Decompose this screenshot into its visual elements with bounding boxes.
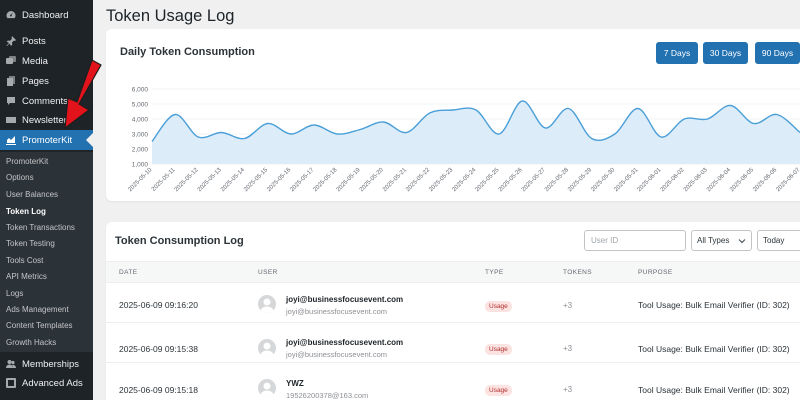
newsletter-icon	[6, 115, 16, 125]
menu-newsletter[interactable]: Newsletter	[0, 110, 93, 130]
menu-label: Newsletter	[22, 114, 67, 126]
pages-icon	[6, 76, 16, 86]
y-tick-label: 6,000	[132, 87, 149, 94]
y-tick-label: 3,000	[132, 132, 149, 139]
x-tick-label: 2025-06-07	[775, 167, 800, 193]
chart-card: Daily Token Consumption 7 Days 30 Days 9…	[106, 29, 800, 201]
column-user: USER	[258, 269, 278, 276]
menu-promoterkit[interactable]: PromoterKit	[0, 130, 93, 150]
menu-memberships[interactable]: Memberships	[0, 354, 93, 374]
row-date: 2025-06-09 09:16:20	[119, 300, 198, 310]
user-name-link[interactable]: joyi@businessfocusevent.com	[286, 338, 404, 347]
series-area	[152, 100, 800, 164]
user-id-input[interactable]	[584, 230, 686, 251]
user-name-link[interactable]: YWZ	[286, 379, 304, 388]
submenu-api-metrics[interactable]: API Metrics	[6, 272, 47, 281]
admin-sidebar: Dashboard Posts Media Pages Comments New…	[0, 0, 93, 400]
range-90-days-button[interactable]: 90 Days	[755, 42, 800, 64]
submenu-logs[interactable]: Logs	[6, 289, 24, 298]
y-tick-label: 2,000	[132, 147, 149, 154]
date-filter-value: Today	[763, 236, 785, 245]
x-tick-label: 2025-05-10	[127, 167, 153, 193]
menu-label: Dashboard	[22, 9, 69, 21]
menu-advanced-ads[interactable]: Advanced Ads	[0, 373, 93, 393]
row-tokens: +3	[563, 344, 573, 353]
chart-title: Daily Token Consumption	[120, 46, 255, 58]
type-badge: Usage	[485, 344, 512, 355]
menu-pages[interactable]: Pages	[0, 71, 93, 91]
table-row: 2025-06-09 09:16:20 joyi@businessfocusev…	[106, 283, 800, 323]
submenu-growth-hacks[interactable]: Growth Hacks	[6, 338, 57, 347]
column-purpose: PURPOSE	[638, 269, 673, 276]
submenu-ads-management[interactable]: Ads Management	[6, 305, 69, 314]
table-row: 2025-06-09 09:15:38 joyi@businessfocusev…	[106, 323, 800, 363]
user-email: 19526200378@163.com	[286, 391, 369, 400]
menu-comments[interactable]: Comments	[0, 91, 93, 111]
column-tokens: TOKENS	[563, 269, 593, 276]
y-tick-label: 4,000	[132, 117, 149, 124]
avatar	[258, 379, 276, 397]
submenu-content-templates[interactable]: Content Templates	[6, 321, 73, 330]
row-tokens: +3	[563, 385, 573, 394]
menu-label: Media	[22, 55, 48, 67]
row-tokens: +3	[563, 301, 573, 310]
row-purpose: Tool Usage: Bulk Email Verifier (ID: 302…	[638, 300, 790, 310]
menu-posts[interactable]: Posts	[0, 31, 93, 51]
type-filter-select[interactable]: All Types	[691, 230, 752, 251]
token-consumption-chart: 1,000 2,000 3,000 4,000 5,000 6,000 2025-05-10…	[127, 87, 800, 193]
user-email: joyi@businessfocusevent.com	[286, 350, 387, 359]
row-date: 2025-06-09 09:15:18	[119, 385, 198, 395]
avatar	[258, 339, 276, 357]
menu-label: Pages	[22, 75, 49, 87]
row-purpose: Tool Usage: Bulk Email Verifier (ID: 302…	[638, 344, 790, 354]
submenu-token-transactions[interactable]: Token Transactions	[6, 223, 75, 232]
row-date: 2025-06-09 09:15:38	[119, 344, 198, 354]
type-filter-value: All Types	[697, 236, 730, 245]
memberships-icon	[6, 359, 16, 369]
menu-dashboard[interactable]: Dashboard	[0, 5, 93, 25]
submenu-options[interactable]: Options	[6, 173, 34, 182]
menu-media[interactable]: Media	[0, 51, 93, 71]
ads-icon	[6, 378, 16, 388]
dashboard-icon	[6, 10, 16, 20]
menu-label: PromoterKit	[22, 134, 73, 146]
table-row: 2025-06-09 09:15:18 YWZ 19526200378@163.…	[106, 363, 800, 400]
submenu-promoterkit[interactable]: PromoterKit	[6, 157, 49, 166]
user-email: joyi@businessfocusevent.com	[286, 307, 387, 316]
menu-label: Comments	[22, 95, 68, 107]
user-name-link[interactable]: joyi@businessfocusevent.com	[286, 295, 404, 304]
comments-icon	[6, 96, 16, 106]
y-tick-label: 5,000	[132, 102, 149, 109]
submenu-token-testing[interactable]: Token Testing	[6, 239, 55, 248]
media-icon	[6, 56, 16, 66]
column-type: TYPE	[485, 269, 504, 276]
type-badge: Usage	[485, 301, 512, 312]
y-tick-label: 1,000	[132, 162, 149, 169]
column-date: DATE	[119, 269, 138, 276]
menu-label: Posts	[22, 35, 46, 47]
log-title: Token Consumption Log	[115, 235, 244, 247]
avatar	[258, 295, 276, 313]
submenu-token-log[interactable]: Token Log	[6, 207, 46, 216]
chevron-down-icon	[738, 239, 746, 244]
table-header: DATE USER TYPE TOKENS PURPOSE	[106, 261, 800, 283]
row-purpose: Tool Usage: Bulk Email Verifier (ID: 302…	[638, 385, 790, 395]
range-30-days-button[interactable]: 30 Days	[703, 42, 748, 64]
submenu-tools-cost[interactable]: Tools Cost	[6, 256, 44, 265]
submenu-user-balances[interactable]: User Balances	[6, 190, 59, 199]
page-title: Token Usage Log	[106, 7, 235, 25]
range-7-days-button[interactable]: 7 Days	[656, 42, 698, 64]
promoterkit-submenu: PromoterKit Options User Balances Token …	[0, 152, 93, 352]
chart-icon	[6, 135, 16, 145]
menu-label: Memberships	[22, 358, 80, 370]
date-filter-select[interactable]: Today	[757, 230, 800, 251]
type-badge: Usage	[485, 385, 512, 396]
pin-icon	[6, 36, 16, 46]
log-card: Token Consumption Log All Types Today DA…	[106, 222, 800, 400]
menu-label: Advanced Ads	[22, 377, 83, 389]
